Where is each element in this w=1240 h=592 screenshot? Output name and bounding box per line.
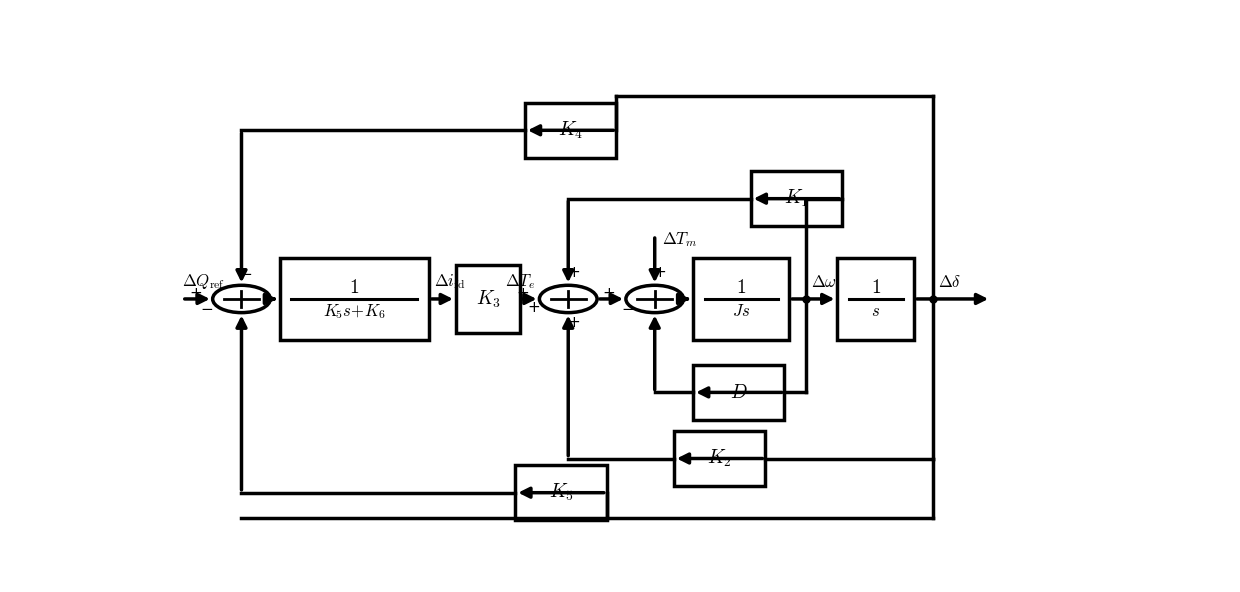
Bar bbox=[525, 103, 616, 157]
Text: $Js$: $Js$ bbox=[732, 303, 750, 320]
Text: $\Delta i_{\rm fd}$: $\Delta i_{\rm fd}$ bbox=[434, 272, 465, 291]
Text: $\Delta T_e$: $\Delta T_e$ bbox=[505, 272, 536, 291]
Text: $\Delta Q_{\rm ref}$: $\Delta Q_{\rm ref}$ bbox=[182, 272, 224, 291]
Text: $\Delta\delta$: $\Delta\delta$ bbox=[939, 273, 962, 291]
Bar bbox=[693, 258, 790, 340]
Text: $K_3$: $K_3$ bbox=[476, 288, 501, 310]
Bar bbox=[693, 365, 785, 420]
Bar bbox=[280, 258, 429, 340]
Text: $s$: $s$ bbox=[872, 303, 880, 320]
Text: $+$: $+$ bbox=[653, 265, 666, 280]
Text: $K_{\!5}s\!+\!K_6$: $K_{\!5}s\!+\!K_6$ bbox=[324, 302, 386, 321]
Bar bbox=[751, 171, 842, 226]
Text: $+$: $+$ bbox=[527, 300, 541, 315]
Text: $1$: $1$ bbox=[737, 278, 746, 297]
Text: $+$: $+$ bbox=[603, 286, 615, 301]
Text: $\Delta\omega$: $\Delta\omega$ bbox=[811, 273, 837, 291]
Text: $K_4$: $K_4$ bbox=[558, 120, 583, 141]
Text: $K_1$: $K_1$ bbox=[784, 188, 808, 210]
Bar bbox=[516, 465, 606, 520]
Text: $K_5$: $K_5$ bbox=[549, 482, 573, 503]
Bar bbox=[456, 265, 521, 333]
Text: $+$: $+$ bbox=[568, 265, 580, 280]
Text: $-$: $-$ bbox=[621, 300, 635, 315]
Text: $D$: $D$ bbox=[730, 383, 748, 402]
Text: $1$: $1$ bbox=[870, 278, 880, 297]
Circle shape bbox=[213, 285, 270, 313]
Circle shape bbox=[539, 285, 598, 313]
Circle shape bbox=[626, 285, 683, 313]
Text: $1$: $1$ bbox=[350, 278, 360, 297]
Text: $\Delta T_m$: $\Delta T_m$ bbox=[662, 230, 698, 249]
Bar bbox=[675, 431, 765, 486]
Text: $+$: $+$ bbox=[568, 315, 580, 330]
Text: $+$: $+$ bbox=[188, 286, 202, 301]
Text: $-$: $-$ bbox=[239, 265, 252, 280]
Bar bbox=[837, 258, 914, 340]
Text: $+$: $+$ bbox=[516, 286, 528, 301]
Text: $-$: $-$ bbox=[201, 300, 213, 315]
Text: $K_2$: $K_2$ bbox=[707, 448, 732, 469]
